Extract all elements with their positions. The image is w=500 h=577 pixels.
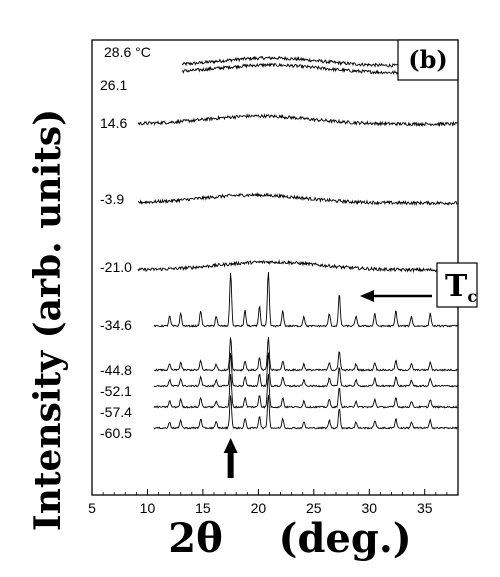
x-tick-label: 20 xyxy=(251,500,267,516)
trace-5 xyxy=(153,272,458,328)
temperature-label: -3.9 xyxy=(100,191,124,207)
tc-main: T xyxy=(445,269,468,304)
tc-sub: c xyxy=(467,287,477,306)
temperature-label: -34.6 xyxy=(100,317,132,333)
x-ticks: 5 10 15 20 25 30 35 xyxy=(88,489,459,516)
temperature-label: -21.0 xyxy=(100,259,132,275)
trace-3 xyxy=(137,191,458,207)
trace-9 xyxy=(153,394,458,430)
tc-box xyxy=(436,262,478,308)
x-tick-label: 30 xyxy=(361,500,377,516)
x-tick-label: 25 xyxy=(306,500,322,516)
trace-4 xyxy=(137,259,458,274)
trace-2 xyxy=(137,113,458,128)
x-axis-label: 2θ (deg.) xyxy=(168,515,411,562)
temperature-label: 26.1 xyxy=(100,77,127,93)
temperature-label: 14.6 xyxy=(100,115,127,131)
x-tick-label: 5 xyxy=(88,500,96,516)
temperature-label: -52.1 xyxy=(100,383,132,399)
panel-label-box xyxy=(397,39,459,81)
x-tick-label: 35 xyxy=(417,500,433,516)
peak-arrow-shaft xyxy=(227,450,234,478)
y-axis-label: Intensity (arb. units) xyxy=(27,109,69,531)
temperature-label: -60.5 xyxy=(100,425,132,441)
x-tick-label: 15 xyxy=(195,500,211,516)
peak-arrow-head xyxy=(223,438,238,453)
trace-8 xyxy=(153,373,458,409)
traces-layer xyxy=(137,55,458,430)
x-tick-label: 10 xyxy=(140,500,156,516)
panel-label: (b) xyxy=(408,45,448,74)
trace-7 xyxy=(153,352,458,388)
temperature-label: -57.4 xyxy=(100,404,132,420)
temperature-label: -44.8 xyxy=(100,362,132,378)
peak-arrow-up xyxy=(223,438,238,478)
tc-arrow-head xyxy=(360,290,374,302)
temperature-labels: 28.6 °C 26.1 14.6 -3.9 -21.0 -34.6 -44.8 -52.1 -… xyxy=(100,44,151,441)
tc-annotation: Tc xyxy=(445,269,477,306)
temperature-label: 28.6 °C xyxy=(104,44,151,60)
plot-frame xyxy=(91,39,459,496)
trace-6 xyxy=(153,337,458,372)
